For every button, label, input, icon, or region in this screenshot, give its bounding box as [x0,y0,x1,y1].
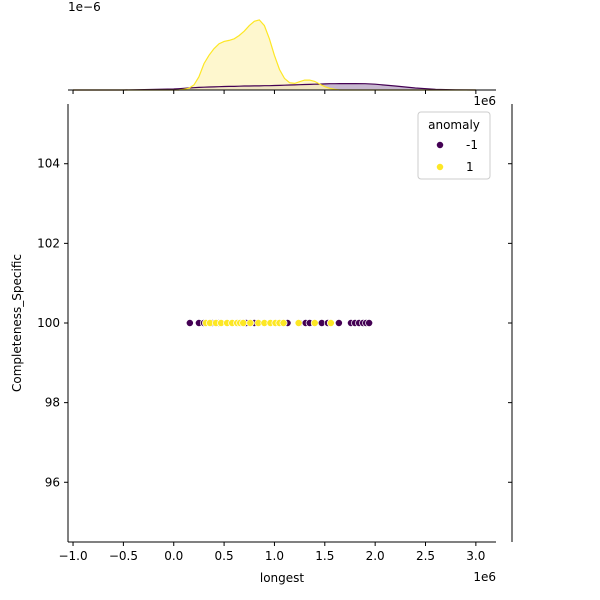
scatter-point [294,319,303,327]
y-axis-label: Completeness_Specific [10,254,24,392]
legend-label-pos1: 1 [466,160,474,174]
y-tick-label: 102 [37,236,60,250]
x-axis-ticks: −1.0 −0.5 0.0 0.5 1.0 1.5 2.0 2.5 3.0 [58,542,485,563]
scatter-point [246,319,255,327]
marginal-density-panel: 1e−6 [68,0,496,94]
scatter-point [326,319,335,327]
marginal-offset-label: 1e−6 [68,0,101,14]
scatter-points [185,319,374,327]
x-tick-label: 2.0 [366,549,385,563]
legend-label-neg1: -1 [466,138,478,152]
x-tick-label: −1.0 [58,549,87,563]
legend-marker-pos1 [436,163,444,171]
x-tick-label: 1.0 [265,549,284,563]
marginal-density-fills [73,19,476,90]
scatter-point [185,319,194,327]
legend-title: anomaly [428,118,480,132]
scatter-point [365,319,374,327]
marginal-x-ticks [72,90,477,94]
y-tick-label: 100 [37,316,60,330]
legend: anomaly -1 1 [417,111,491,180]
y-tick-label: 96 [45,475,60,489]
x-tick-label: 0.0 [164,549,183,563]
density-line-neg1 [73,83,476,91]
x-axis-label: longest [260,571,305,585]
x-tick-label: 2.5 [416,549,435,563]
scatter-point [239,319,248,327]
x-offset-label-top: 1e6 [473,94,496,108]
legend-box [417,111,491,180]
scatter-point [279,319,288,327]
legend-marker-neg1 [436,141,444,149]
main-axes: −1.0 −0.5 0.0 0.5 1.0 1.5 2.0 2.5 3.0 96 98 100 102… [10,104,496,585]
right-marginal-y-ticks [508,163,512,483]
x-tick-label: −0.5 [109,549,138,563]
x-tick-label: 1.5 [315,549,334,563]
x-tick-label: 0.5 [215,549,234,563]
scatter-point [334,319,343,327]
density-fill-pos1 [73,19,476,90]
scatter-point [310,319,319,327]
y-tick-label: 104 [37,157,60,171]
y-axis-ticks: 96 98 100 102 104 [37,157,68,489]
x-offset-label: 1e6 [473,570,496,584]
y-tick-label: 98 [45,396,60,410]
x-tick-label: 3.0 [466,549,485,563]
